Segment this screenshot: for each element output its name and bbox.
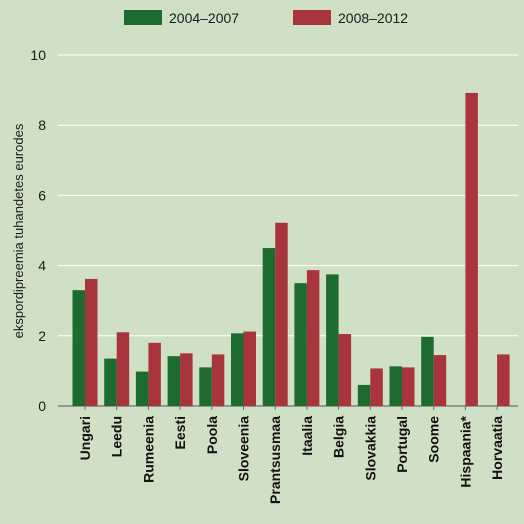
bar-series-1	[104, 358, 117, 406]
bar-series-1	[294, 283, 307, 406]
bar-series-1	[135, 371, 149, 406]
bar-series-2	[402, 367, 415, 406]
bar-series-1	[231, 333, 244, 406]
bar-series-1	[167, 356, 181, 406]
bar-series-2	[211, 354, 225, 406]
bar-series-2	[243, 331, 256, 406]
y-tick-label: 4	[38, 258, 46, 274]
bar-series-2	[148, 342, 161, 406]
x-category-label: Eesti	[172, 416, 188, 449]
bar-series-2	[116, 332, 130, 406]
x-category-label: Itaalia	[299, 416, 315, 456]
x-category-label: Slovakkia	[362, 416, 378, 481]
y-tick-label: 10	[30, 47, 46, 63]
bars	[72, 92, 510, 410]
x-category-label: Portugal	[394, 416, 410, 473]
x-category-label: Poola	[204, 416, 220, 454]
bar-series-2	[370, 368, 383, 406]
x-category-label: Ungari	[77, 416, 93, 460]
x-category-label: Hispaania*	[457, 415, 473, 487]
bar-series-2	[85, 278, 98, 406]
x-category-label: Sloveenia	[236, 416, 252, 482]
bar-series-1	[389, 366, 402, 406]
bar-series-1	[72, 290, 85, 406]
x-category-label: Rumeenia	[140, 416, 156, 483]
x-category-label: Prantsusmaa	[267, 416, 283, 504]
bar-series-2	[465, 92, 478, 407]
category-labels: Ungari Leedu Rumeenia Eesti Poola Sloveenia Pr…	[77, 415, 505, 503]
legend-label-series-2: 2008–2012	[338, 10, 408, 26]
legend: 2004–2007 2008–2012	[124, 10, 408, 26]
x-category-label: Leedu	[109, 416, 125, 457]
y-axis-title: ekspordipreemia tuhandetes eurodes	[11, 123, 26, 338]
bar-series-2	[306, 270, 320, 406]
bar-series-1	[421, 336, 434, 406]
bar-series-2	[275, 222, 288, 406]
legend-swatch-series-1	[124, 10, 162, 25]
x-category-label: Soome	[426, 416, 442, 463]
y-tick-label: 6	[38, 187, 46, 203]
y-tick-labels: 0 2 4 6 8 10	[30, 47, 46, 414]
y-tick-label: 0	[38, 398, 46, 414]
legend-swatch-series-2	[293, 10, 331, 25]
bar-series-2	[433, 355, 447, 406]
x-category-label: Belgia	[331, 416, 347, 458]
bar-series-1	[357, 384, 371, 406]
bar-series-1	[199, 367, 212, 406]
bar-series-2	[497, 354, 510, 406]
bar-series-2	[180, 353, 193, 406]
x-category-label: Horvaatia	[489, 416, 505, 480]
y-tick-label: 8	[38, 117, 46, 133]
y-tick-label: 2	[38, 328, 46, 344]
legend-label-series-1: 2004–2007	[169, 10, 239, 26]
bar-series-1	[326, 274, 339, 406]
bar-series-1	[262, 248, 276, 406]
bar-series-2	[338, 334, 352, 406]
